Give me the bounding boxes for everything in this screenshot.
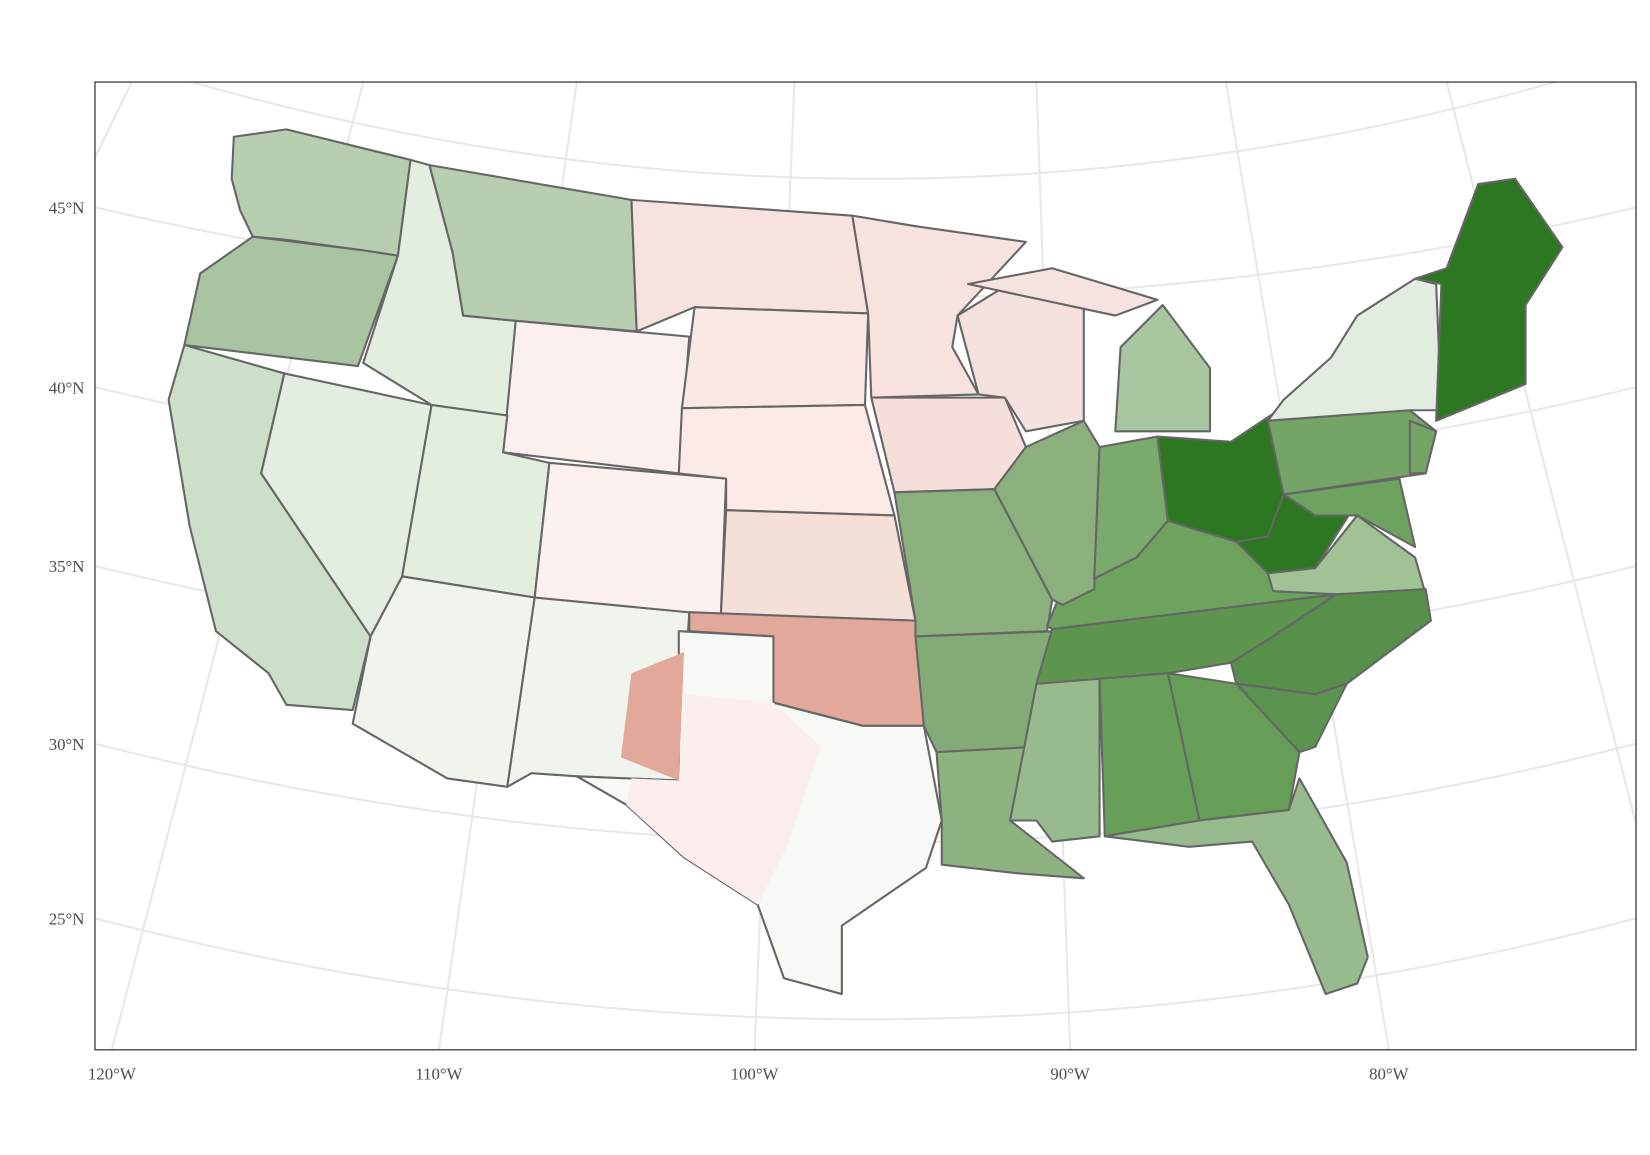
states (167, 128, 1564, 996)
x-axis: 120°W 110°W 100°W 90°W 80°W (88, 1064, 1409, 1083)
panel-border (94, 81, 1637, 1051)
y-axis: 45°N 40°N 35°N 30°N 25°N (49, 199, 85, 929)
y-tick-label: 35°N (49, 557, 85, 576)
y-tick-label: 45°N (49, 199, 85, 218)
y-tick-label: 30°N (49, 735, 85, 754)
x-tick-label: 80°W (1369, 1064, 1409, 1083)
x-tick-label: 100°W (731, 1064, 779, 1083)
x-tick-label: 90°W (1050, 1064, 1090, 1083)
texas-west-shade (626, 694, 821, 905)
texas-panhandle-shade (620, 652, 685, 781)
y-tick-label: 25°N (49, 910, 85, 929)
y-tick-label: 40°N (49, 378, 85, 397)
x-tick-label: 120°W (88, 1064, 136, 1083)
x-tick-label: 110°W (415, 1064, 462, 1083)
